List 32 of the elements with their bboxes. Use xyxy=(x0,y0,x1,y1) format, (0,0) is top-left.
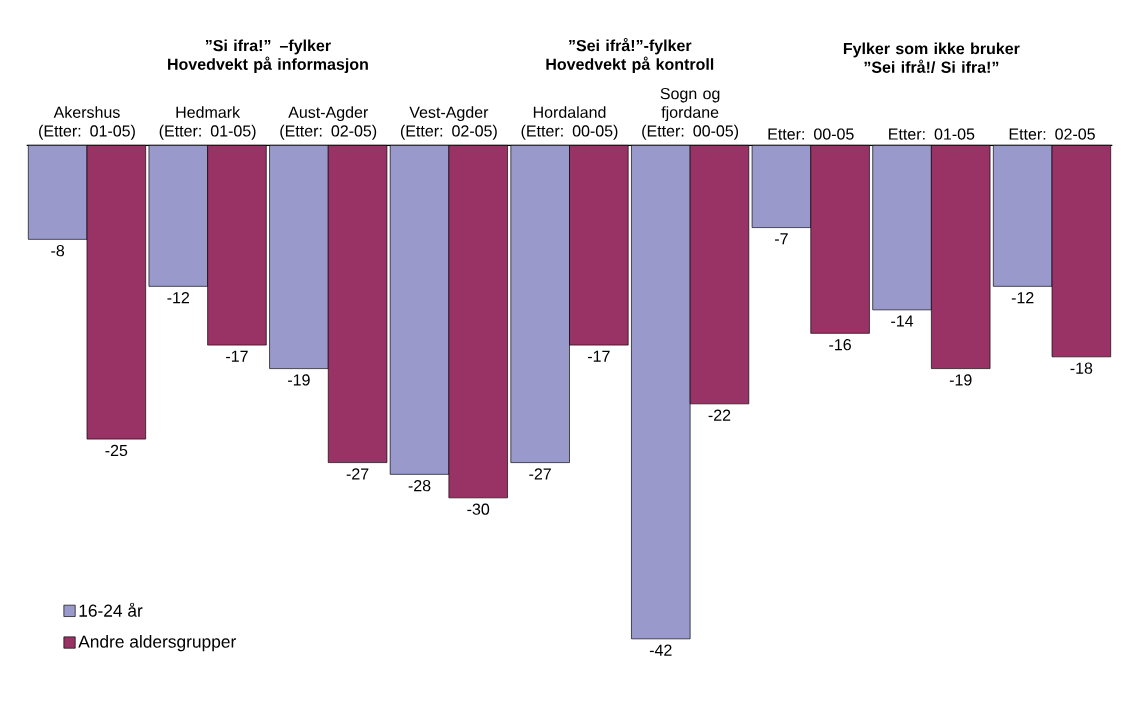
x-tick-label: Hordaland (Etter: 00-05) xyxy=(521,106,618,140)
data-label: -14 xyxy=(891,315,914,327)
data-label: -28 xyxy=(408,480,431,492)
x-tick-label: Vest-Agder (Etter: 02-05) xyxy=(400,106,497,140)
x-tick-label: Aust-Agder (Etter: 02-05) xyxy=(280,106,377,140)
data-label: -17 xyxy=(226,351,248,363)
data-label: -30 xyxy=(467,503,490,516)
text: Fylker som ikke bruker ”Sei ifrå!/ Si ifra!” xyxy=(843,42,1020,74)
legend-label: Andre aldersgrupper xyxy=(78,635,236,652)
data-label: -12 xyxy=(1011,292,1034,304)
text: ”Si ifra!” –fylker Hovedvekt på informasjon xyxy=(168,39,368,74)
data-label: -16 xyxy=(829,339,851,351)
x-tick-label: Hedmark (Etter: 01-05) xyxy=(159,106,256,140)
x-tick-label: Akershus (Etter: 01-05) xyxy=(39,106,135,140)
data-label: -7 xyxy=(775,233,788,245)
data-label: -12 xyxy=(167,292,190,304)
x-tick-label: Etter: 01-05 xyxy=(889,128,975,140)
data-label: -19 xyxy=(288,374,310,386)
data-label: -27 xyxy=(529,468,551,480)
x-tick-label: Etter: 02-05 xyxy=(1009,128,1095,140)
data-label: -19 xyxy=(949,374,972,386)
x-tick-label: Sogn og fjordane (Etter: 00-05) xyxy=(642,88,739,140)
x-tick-label: Etter: 00-05 xyxy=(768,128,854,140)
data-label: -17 xyxy=(587,351,610,363)
text: ”Sei ifrå!”-fylker Hovedvekt på kontroll xyxy=(546,38,714,74)
data-label: -8 xyxy=(51,245,65,257)
data-label: -25 xyxy=(105,445,128,457)
data-label: -18 xyxy=(1070,362,1093,375)
data-label: -22 xyxy=(708,409,731,421)
data-label: -42 xyxy=(649,644,672,656)
data-label: -27 xyxy=(346,468,369,480)
legend-label: 16-24 år xyxy=(79,602,143,618)
